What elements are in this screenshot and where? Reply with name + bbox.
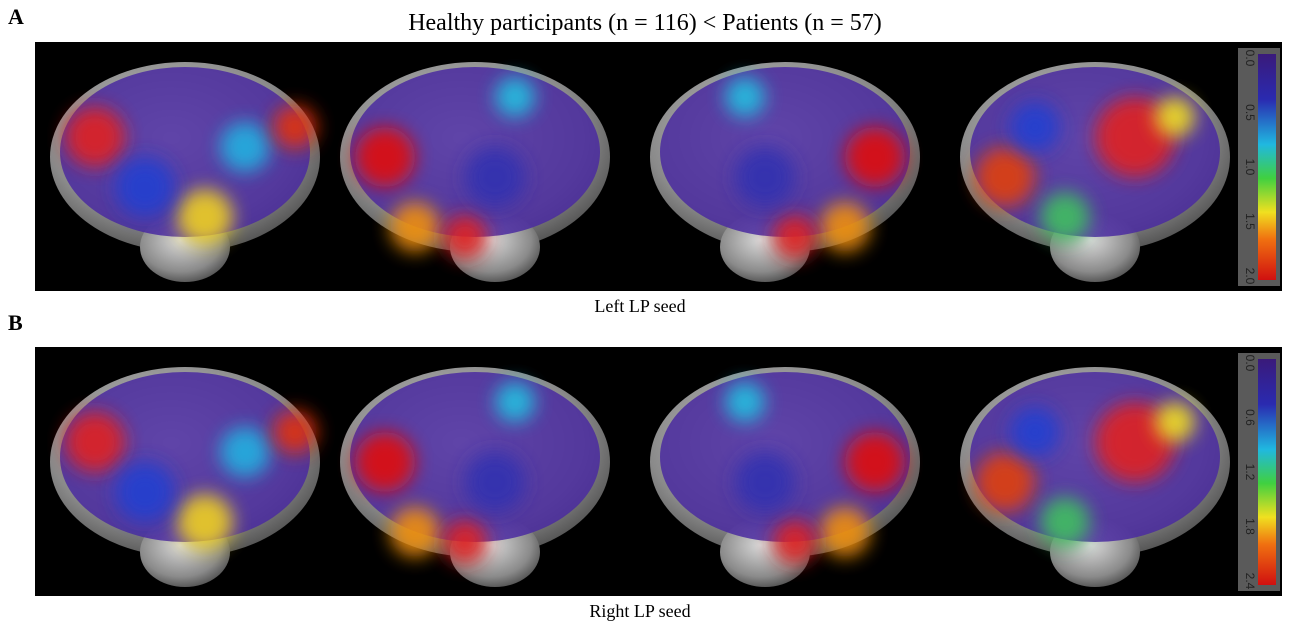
brain-render: [50, 62, 320, 282]
activation-blob: [115, 462, 175, 522]
brain-render: [340, 367, 610, 587]
activation-blob: [975, 452, 1035, 512]
activation-blob: [773, 520, 817, 564]
activation-blob: [443, 520, 487, 564]
colorbar-tick-label: 1.0: [1243, 159, 1257, 176]
activation-blob: [465, 452, 525, 512]
brain-render: [340, 62, 610, 282]
brain-render: [960, 62, 1230, 282]
activation-blob: [725, 77, 765, 117]
activation-blob: [1155, 97, 1195, 137]
activation-blob: [1040, 497, 1090, 547]
panel-label: A: [8, 4, 24, 29]
panel: B 0.0 0.6 1.2 1.8 2.4 Right LP seed: [8, 310, 1282, 621]
activation-blob: [845, 127, 905, 187]
activation-blob: [220, 427, 270, 477]
colorbar-tick-label: 2.0: [1243, 268, 1257, 285]
activation-blob: [975, 147, 1035, 207]
colorbar-tick-label: 0.0: [1243, 50, 1257, 67]
activation-blob: [465, 147, 525, 207]
activation-blob: [495, 77, 535, 117]
panel-caption: Left LP seed: [594, 296, 685, 316]
colorbar-tick-label: 0.5: [1243, 104, 1257, 121]
activation-blob: [735, 147, 795, 207]
activation-blob: [820, 202, 870, 252]
activation-base: [350, 67, 600, 237]
colorbar-tick-label: 1.2: [1243, 464, 1257, 481]
activation-base: [660, 372, 910, 542]
activation-blob: [355, 432, 415, 492]
activation-blob: [390, 507, 440, 557]
activation-blob: [845, 432, 905, 492]
brain-render: [50, 367, 320, 587]
colorbar-tick-label: 1.8: [1243, 518, 1257, 535]
activation-blob: [65, 412, 125, 472]
activation-blob: [273, 105, 317, 149]
colorbar-tick-label: 2.4: [1243, 573, 1257, 590]
panel: A 0.0 0.5 1.0 1.5 2.0 Left LP seed: [8, 4, 1282, 316]
activation-blob: [220, 122, 270, 172]
activation-blob: [820, 507, 870, 557]
colorbar-tick-label: 0.0: [1243, 355, 1257, 372]
activation-blob: [1010, 407, 1060, 457]
panel-label: B: [8, 310, 23, 335]
activation-base: [350, 372, 600, 542]
activation-blob: [355, 127, 415, 187]
brain-render: [960, 367, 1230, 587]
colorbar-tick-label: 1.5: [1243, 213, 1257, 230]
activation-blob: [273, 410, 317, 454]
activation-blob: [443, 215, 487, 259]
activation-blob: [115, 157, 175, 217]
activation-blob: [725, 382, 765, 422]
activation-blob: [495, 382, 535, 422]
activation-base: [660, 67, 910, 237]
activation-blob: [1155, 402, 1195, 442]
colorbar-tick-label: 0.6: [1243, 409, 1257, 426]
activation-blob: [177, 494, 233, 550]
brain-render: [650, 62, 920, 282]
activation-blob: [1010, 102, 1060, 152]
colorbar: [1258, 54, 1276, 280]
activation-blob: [735, 452, 795, 512]
activation-blob: [390, 202, 440, 252]
activation-blob: [773, 215, 817, 259]
figure-title: Healthy participants (n = 116) < Patient…: [408, 10, 882, 36]
colorbar: [1258, 359, 1276, 585]
brain-render: [650, 367, 920, 587]
activation-blob: [177, 189, 233, 245]
activation-blob: [65, 107, 125, 167]
activation-blob: [1040, 192, 1090, 242]
panel-caption: Right LP seed: [589, 601, 690, 621]
